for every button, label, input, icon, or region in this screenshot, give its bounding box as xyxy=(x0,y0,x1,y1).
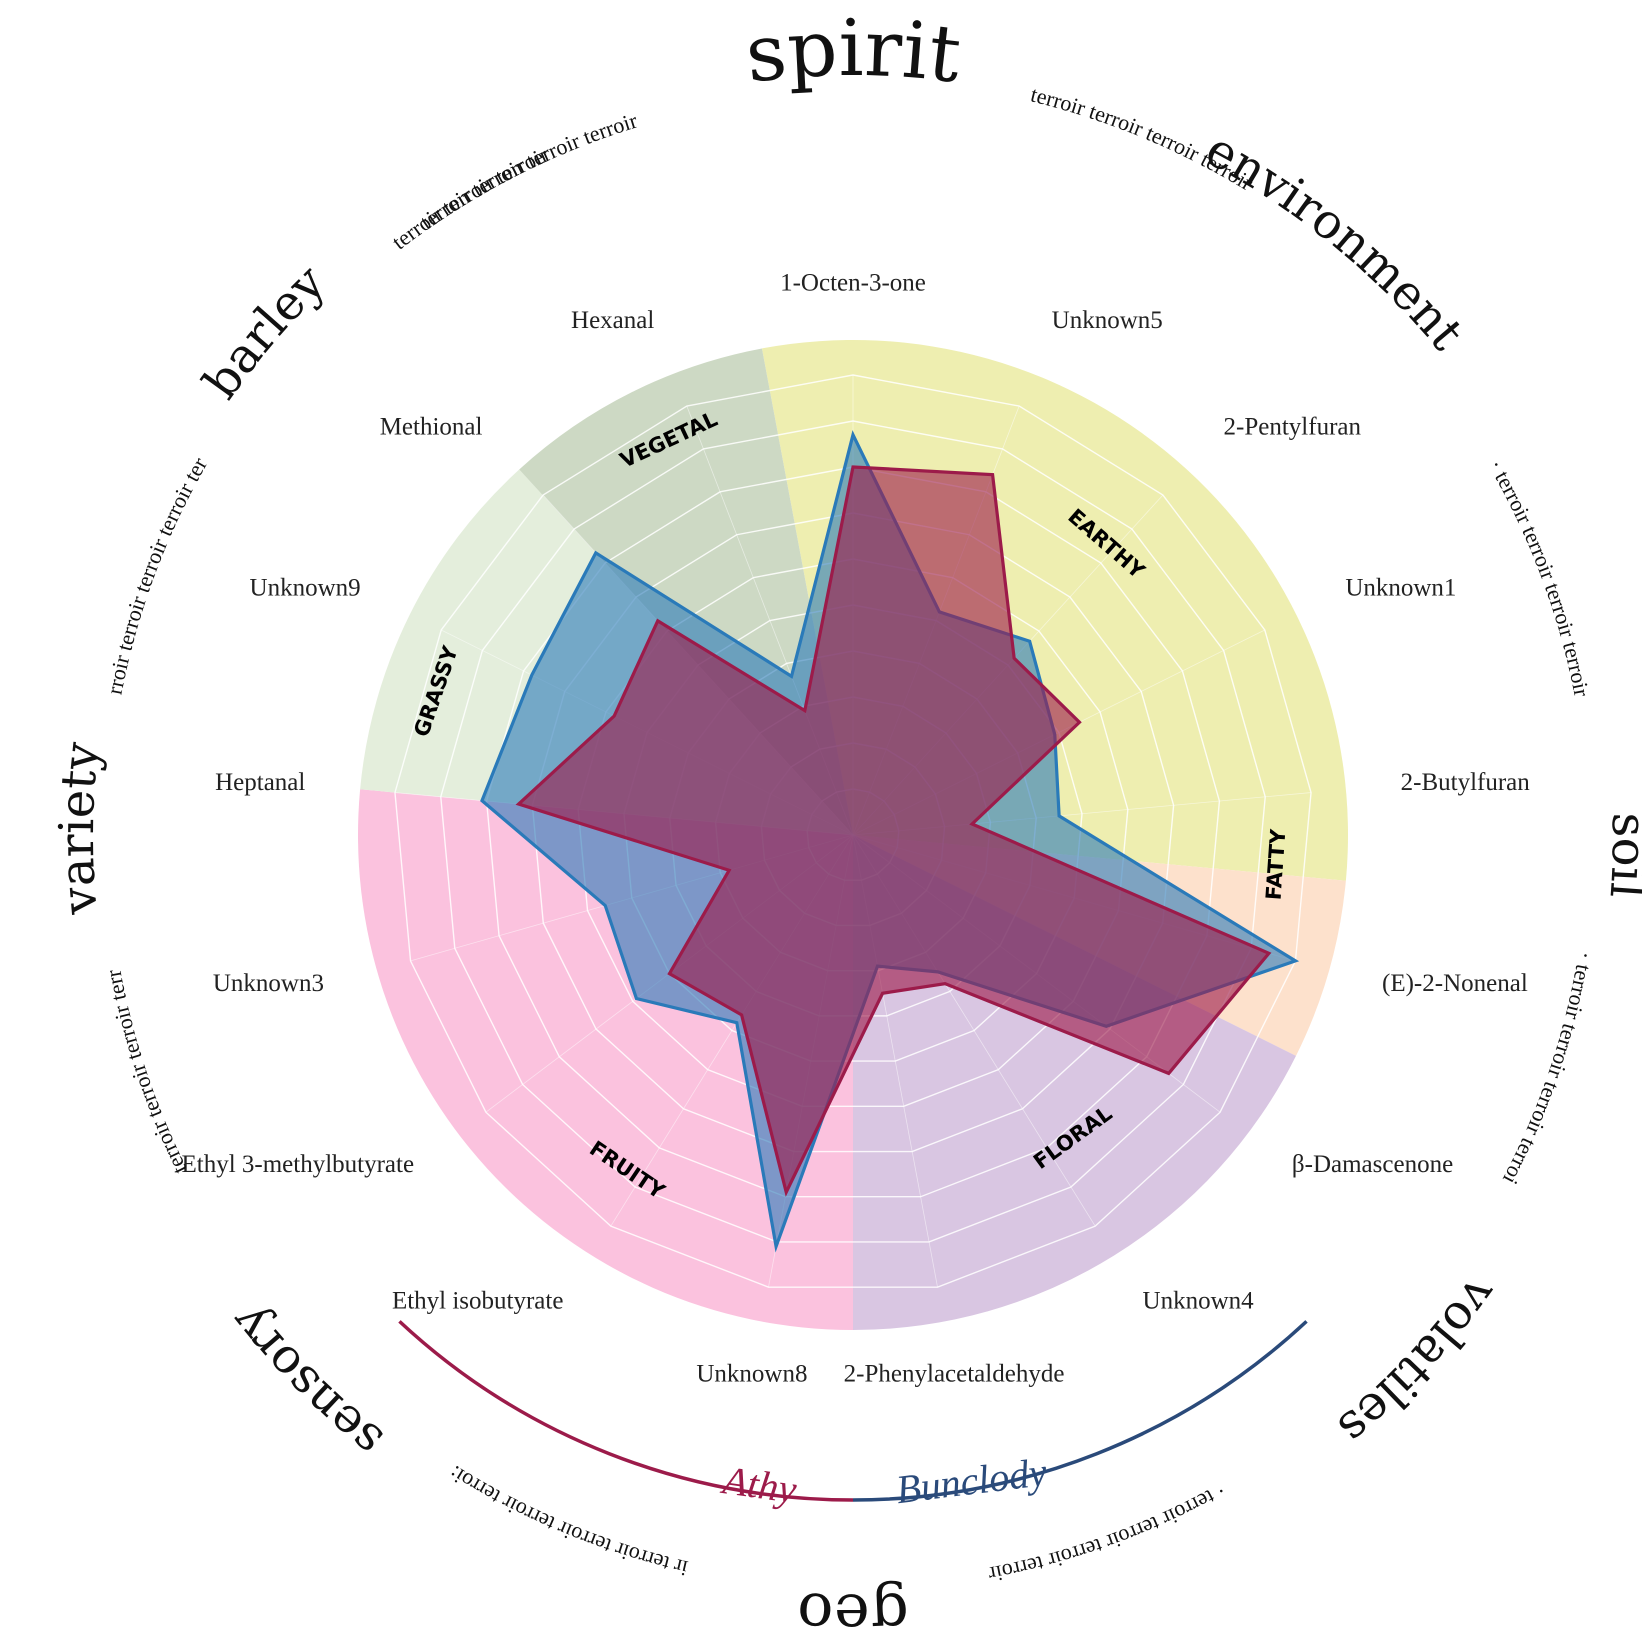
axis-label: 1-Octen-3-one xyxy=(780,270,926,297)
axis-label: Unknown8 xyxy=(696,1360,807,1387)
radar-series xyxy=(480,430,1300,1253)
axis-label: Hexanal xyxy=(571,307,654,334)
rim-filler-text: terroir terroir terroir terr xyxy=(100,967,191,1178)
series-athy xyxy=(515,465,1272,1197)
legend-arc-bunclody xyxy=(852,1320,1308,1502)
rim-word-geo: geo xyxy=(795,1578,910,1650)
category-label-fatty: FATTY xyxy=(1262,828,1291,901)
legend-label-athy: Athy xyxy=(717,1457,799,1512)
axis-label: Unknown1 xyxy=(1345,575,1456,602)
rim-word-volatiles: volatiles xyxy=(1327,1267,1509,1457)
grid-ring xyxy=(485,466,1221,1198)
grid-ring xyxy=(394,374,1312,1288)
axis-label: 2-Phenylacetaldehyde xyxy=(844,1360,1065,1387)
axis-label: 2-Pentylfuran xyxy=(1224,413,1362,440)
rim-filler-text: · terroir terroir terroir terroir terroi… xyxy=(0,0,212,696)
rim-word-sensory: sensory xyxy=(219,1295,393,1469)
rim-filler-text: · terroir terroir terroir terroir xyxy=(1484,455,1595,699)
axis-label: Ethyl isobutyrate xyxy=(392,1287,564,1314)
legend-arc-athy xyxy=(398,1320,854,1502)
axis-label: Unknown4 xyxy=(1143,1287,1255,1314)
legend-label-bunclody: Bunclody xyxy=(894,1449,1050,1512)
axis-label: Methional xyxy=(380,413,483,440)
axis-label: (E)-2-Nonenal xyxy=(1382,970,1528,997)
axis-label: Unknown5 xyxy=(1052,307,1163,334)
rim-filler-text: ir terroir terroir terroir terroi: xyxy=(445,1461,691,1582)
rim-word-barley: barley xyxy=(193,254,337,409)
rim-word-environment: environment xyxy=(1197,121,1475,360)
rim-word-soil: soil xyxy=(1599,812,1642,900)
rim-word-variety: variety xyxy=(49,740,110,918)
axis-label: Unknown9 xyxy=(250,575,361,602)
axis-label: β-Damascenone xyxy=(1292,1151,1453,1178)
axis-label: 2-Butylfuran xyxy=(1401,769,1531,796)
axis-labels: 1-Octen-3-one Unknown5 2-Pentylfuran Unknow… xyxy=(181,270,1530,1388)
rim-filler-text: terroir terroir terroir xyxy=(387,141,552,254)
axis-label: Ethyl 3-methylbutyrate xyxy=(181,1151,414,1178)
legend: Athy Bunclody xyxy=(398,1320,1308,1512)
grid-ring xyxy=(440,420,1266,1243)
rim-word-spirit: spirit xyxy=(741,4,965,101)
axis-label: Heptanal xyxy=(215,769,305,796)
axis-label: Unknown3 xyxy=(213,970,324,997)
